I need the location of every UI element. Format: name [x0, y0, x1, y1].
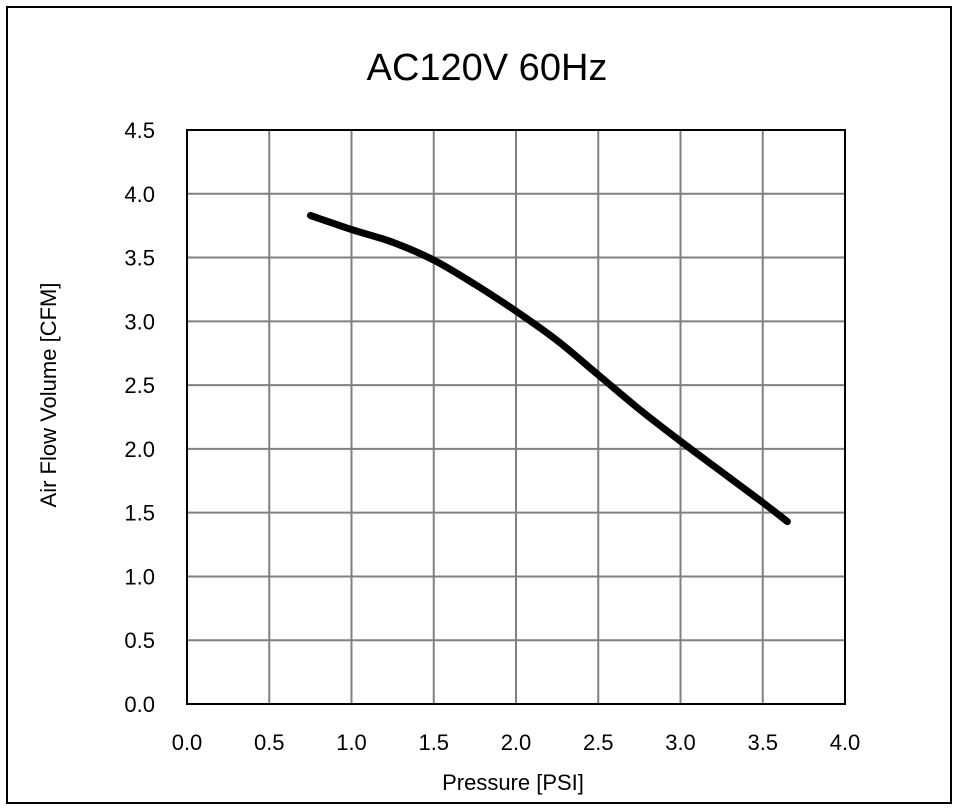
- y-axis-label: Air Flow Volume [CFM]: [36, 283, 61, 508]
- x-tick-label: 3.5: [747, 730, 778, 755]
- chart-frame: [6, 6, 952, 804]
- x-tick-label: 0.5: [254, 730, 285, 755]
- x-tick-label: 4.0: [830, 730, 861, 755]
- y-tick-label: 4.5: [124, 118, 155, 143]
- y-tick-label: 0.5: [124, 628, 155, 653]
- y-tick-label: 2.5: [124, 373, 155, 398]
- plot-area: [186, 129, 846, 705]
- series-group: [306, 212, 791, 526]
- y-tick-label: 3.0: [124, 309, 155, 334]
- grid: [187, 130, 845, 704]
- x-tick-label: 2.5: [583, 730, 614, 755]
- y-tick-label: 1.5: [124, 501, 155, 526]
- y-tick-label: 3.5: [124, 246, 155, 271]
- x-tick-label: 0.0: [172, 730, 203, 755]
- y-tick-label: 0.0: [124, 692, 155, 717]
- x-tick-label: 2.0: [501, 730, 532, 755]
- y-axis-ticks: 0.0 0.5 1.0 1.5 2.0 2.5 3.0 3.5 4.0 4.5: [124, 118, 155, 717]
- chart-title: AC120V 60Hz: [367, 47, 608, 89]
- y-tick-label: 2.0: [124, 437, 155, 462]
- x-tick-label: 1.0: [336, 730, 367, 755]
- x-tick-label: 1.5: [418, 730, 449, 755]
- x-axis-ticks: 0.0 0.5 1.0 1.5 2.0 2.5 3.0 3.5 4.0: [172, 730, 861, 755]
- y-tick-label: 1.0: [124, 564, 155, 589]
- x-tick-label: 3.0: [665, 730, 696, 755]
- y-tick-label: 4.0: [124, 182, 155, 207]
- series-line: [306, 212, 791, 526]
- x-axis-label: Pressure [PSI]: [442, 770, 584, 795]
